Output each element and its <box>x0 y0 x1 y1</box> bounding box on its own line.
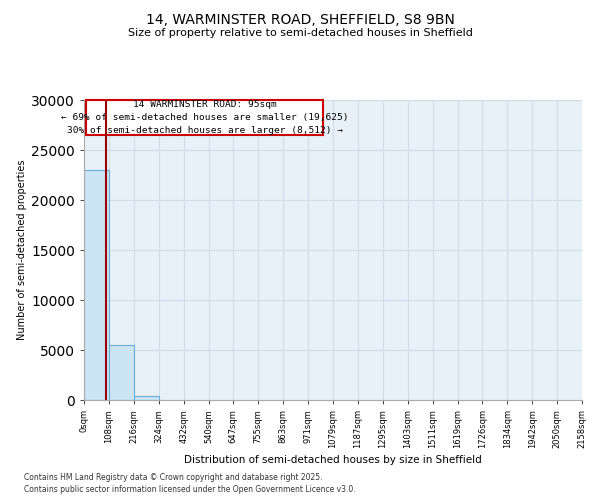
FancyBboxPatch shape <box>86 100 323 135</box>
Bar <box>84 170 109 400</box>
X-axis label: Distribution of semi-detached houses by size in Sheffield: Distribution of semi-detached houses by … <box>184 455 482 465</box>
Text: 14, WARMINSTER ROAD, SHEFFIELD, S8 9BN: 14, WARMINSTER ROAD, SHEFFIELD, S8 9BN <box>146 12 454 26</box>
Y-axis label: Number of semi-detached properties: Number of semi-detached properties <box>17 160 27 340</box>
Bar <box>109 345 134 400</box>
Bar <box>134 396 159 400</box>
Text: Contains HM Land Registry data © Crown copyright and database right 2025.: Contains HM Land Registry data © Crown c… <box>24 472 323 482</box>
Text: 14 WARMINSTER ROAD: 95sqm
← 69% of semi-detached houses are smaller (19,625)
30%: 14 WARMINSTER ROAD: 95sqm ← 69% of semi-… <box>61 100 349 135</box>
Text: Contains public sector information licensed under the Open Government Licence v3: Contains public sector information licen… <box>24 485 356 494</box>
Text: Size of property relative to semi-detached houses in Sheffield: Size of property relative to semi-detach… <box>128 28 472 38</box>
